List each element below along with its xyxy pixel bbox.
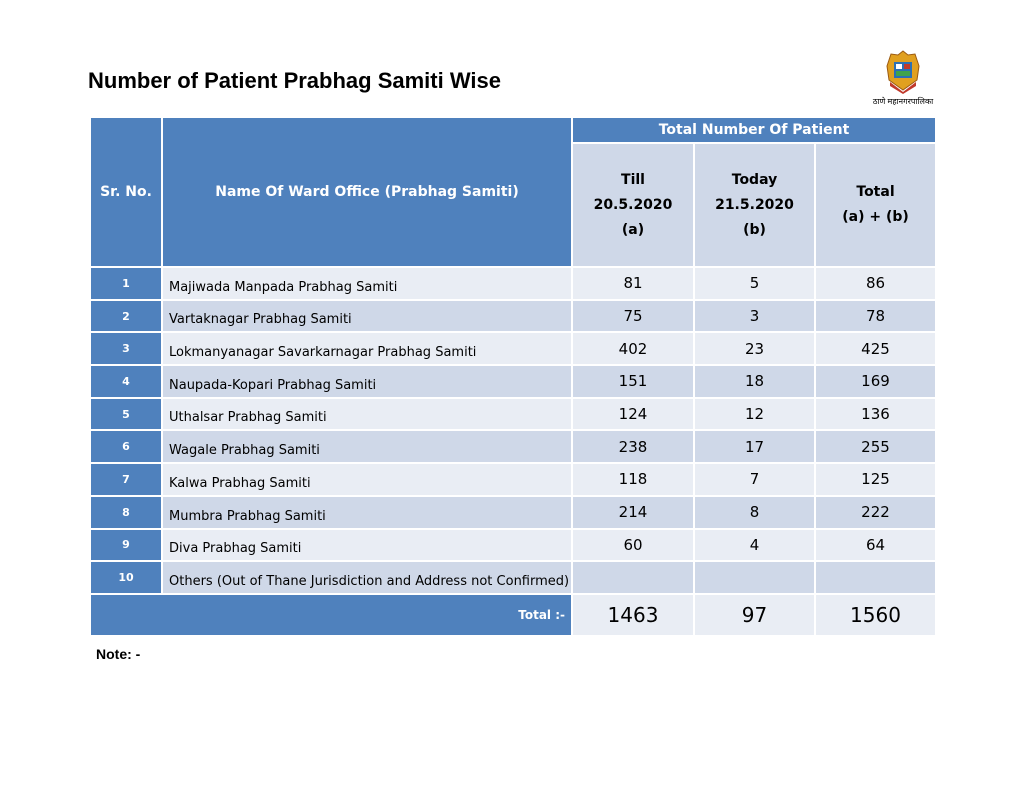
today-value-cell: 18 bbox=[693, 364, 816, 399]
total-value-cell: 425 bbox=[814, 331, 937, 367]
ward-name-cell: Lokmanyanagar Savarkarnagar Prabhag Sami… bbox=[161, 331, 573, 367]
total-value-cell: 125 bbox=[814, 462, 937, 497]
logo-caption: ठाणे महानगरपालिका bbox=[872, 97, 934, 106]
total-a: 1463 bbox=[571, 592, 695, 637]
total-value-cell: 222 bbox=[814, 494, 937, 530]
sr-no-cell: 9 bbox=[89, 527, 163, 563]
till-value-cell: 124 bbox=[571, 396, 695, 432]
emblem-icon bbox=[886, 50, 920, 94]
table-row: 4 Naupada-Kopari Prabhag Samiti 151 18 169 bbox=[89, 364, 937, 399]
header-ward-office: Name Of Ward Office (Prabhag Samiti) bbox=[161, 116, 573, 268]
total-label: Total :- bbox=[89, 592, 573, 637]
sr-no-cell: 6 bbox=[89, 429, 163, 465]
header-today: Today 21.5.2020 (b) bbox=[693, 142, 816, 268]
header-sr-no: Sr. No. bbox=[89, 116, 163, 268]
note-label: Note: - bbox=[96, 646, 141, 662]
till-value-cell bbox=[571, 560, 695, 595]
sr-no-cell: 4 bbox=[89, 364, 163, 399]
ward-name-cell: Vartaknagar Prabhag Samiti bbox=[161, 298, 573, 334]
ward-name-cell: Majiwada Manpada Prabhag Samiti bbox=[161, 266, 573, 301]
total-value-cell bbox=[814, 560, 937, 595]
total-sum: 1560 bbox=[814, 592, 937, 637]
today-value-cell: 7 bbox=[693, 462, 816, 497]
header-till: Till 20.5.2020 (a) bbox=[571, 142, 695, 268]
sr-no-cell: 8 bbox=[89, 494, 163, 530]
till-value-cell: 75 bbox=[571, 298, 695, 334]
till-value-cell: 214 bbox=[571, 494, 695, 530]
today-value-cell: 12 bbox=[693, 396, 816, 432]
patient-table: Sr. No. Name Of Ward Office (Prabhag Sam… bbox=[89, 116, 937, 637]
total-value-cell: 136 bbox=[814, 396, 937, 432]
header-total-patients: Total Number Of Patient bbox=[571, 116, 937, 144]
till-value-cell: 238 bbox=[571, 429, 695, 465]
ward-name-cell: Diva Prabhag Samiti bbox=[161, 527, 573, 563]
ward-name-cell: Naupada-Kopari Prabhag Samiti bbox=[161, 364, 573, 399]
sr-no-cell: 3 bbox=[89, 331, 163, 367]
total-value-cell: 255 bbox=[814, 429, 937, 465]
total-b: 97 bbox=[693, 592, 816, 637]
today-value-cell: 23 bbox=[693, 331, 816, 367]
sr-no-cell: 7 bbox=[89, 462, 163, 497]
today-value-cell: 3 bbox=[693, 298, 816, 334]
today-value-cell: 17 bbox=[693, 429, 816, 465]
table-row: 5 Uthalsar Prabhag Samiti 124 12 136 bbox=[89, 396, 937, 432]
table-row: 6 Wagale Prabhag Samiti 238 17 255 bbox=[89, 429, 937, 465]
till-value-cell: 402 bbox=[571, 331, 695, 367]
today-value-cell: 5 bbox=[693, 266, 816, 301]
till-value-cell: 60 bbox=[571, 527, 695, 563]
today-value-cell: 4 bbox=[693, 527, 816, 563]
today-value-cell: 8 bbox=[693, 494, 816, 530]
table-row: 7 Kalwa Prabhag Samiti 118 7 125 bbox=[89, 462, 937, 497]
page-title: Number of Patient Prabhag Samiti Wise bbox=[88, 68, 501, 93]
sr-no-cell: 2 bbox=[89, 298, 163, 334]
total-row: Total :- 1463 97 1560 bbox=[89, 592, 937, 637]
sr-no-cell: 5 bbox=[89, 396, 163, 432]
sr-no-cell: 10 bbox=[89, 560, 163, 595]
total-value-cell: 169 bbox=[814, 364, 937, 399]
ward-name-cell: Wagale Prabhag Samiti bbox=[161, 429, 573, 465]
table-row: 9 Diva Prabhag Samiti 60 4 64 bbox=[89, 527, 937, 563]
till-value-cell: 118 bbox=[571, 462, 695, 497]
till-value-cell: 151 bbox=[571, 364, 695, 399]
total-value-cell: 78 bbox=[814, 298, 937, 334]
till-value-cell: 81 bbox=[571, 266, 695, 301]
today-value-cell bbox=[693, 560, 816, 595]
ward-name-cell: Kalwa Prabhag Samiti bbox=[161, 462, 573, 497]
total-value-cell: 86 bbox=[814, 266, 937, 301]
ward-name-cell: Uthalsar Prabhag Samiti bbox=[161, 396, 573, 432]
table-row: 1 Majiwada Manpada Prabhag Samiti 81 5 86 bbox=[89, 266, 937, 301]
table-row: 10 Others (Out of Thane Jurisdiction and … bbox=[89, 560, 937, 595]
municipal-logo: ठाणे महानगरपालिका bbox=[872, 50, 934, 112]
ward-name-cell: Mumbra Prabhag Samiti bbox=[161, 494, 573, 530]
table-row: 8 Mumbra Prabhag Samiti 214 8 222 bbox=[89, 494, 937, 530]
header-total: Total (a) + (b) bbox=[814, 142, 937, 268]
total-value-cell: 64 bbox=[814, 527, 937, 563]
table-row: 2 Vartaknagar Prabhag Samiti 75 3 78 bbox=[89, 298, 937, 334]
sr-no-cell: 1 bbox=[89, 266, 163, 301]
ward-name-cell: Others (Out of Thane Jurisdiction and Ad… bbox=[161, 560, 573, 595]
table-row: 3 Lokmanyanagar Savarkarnagar Prabhag Sam… bbox=[89, 331, 937, 367]
